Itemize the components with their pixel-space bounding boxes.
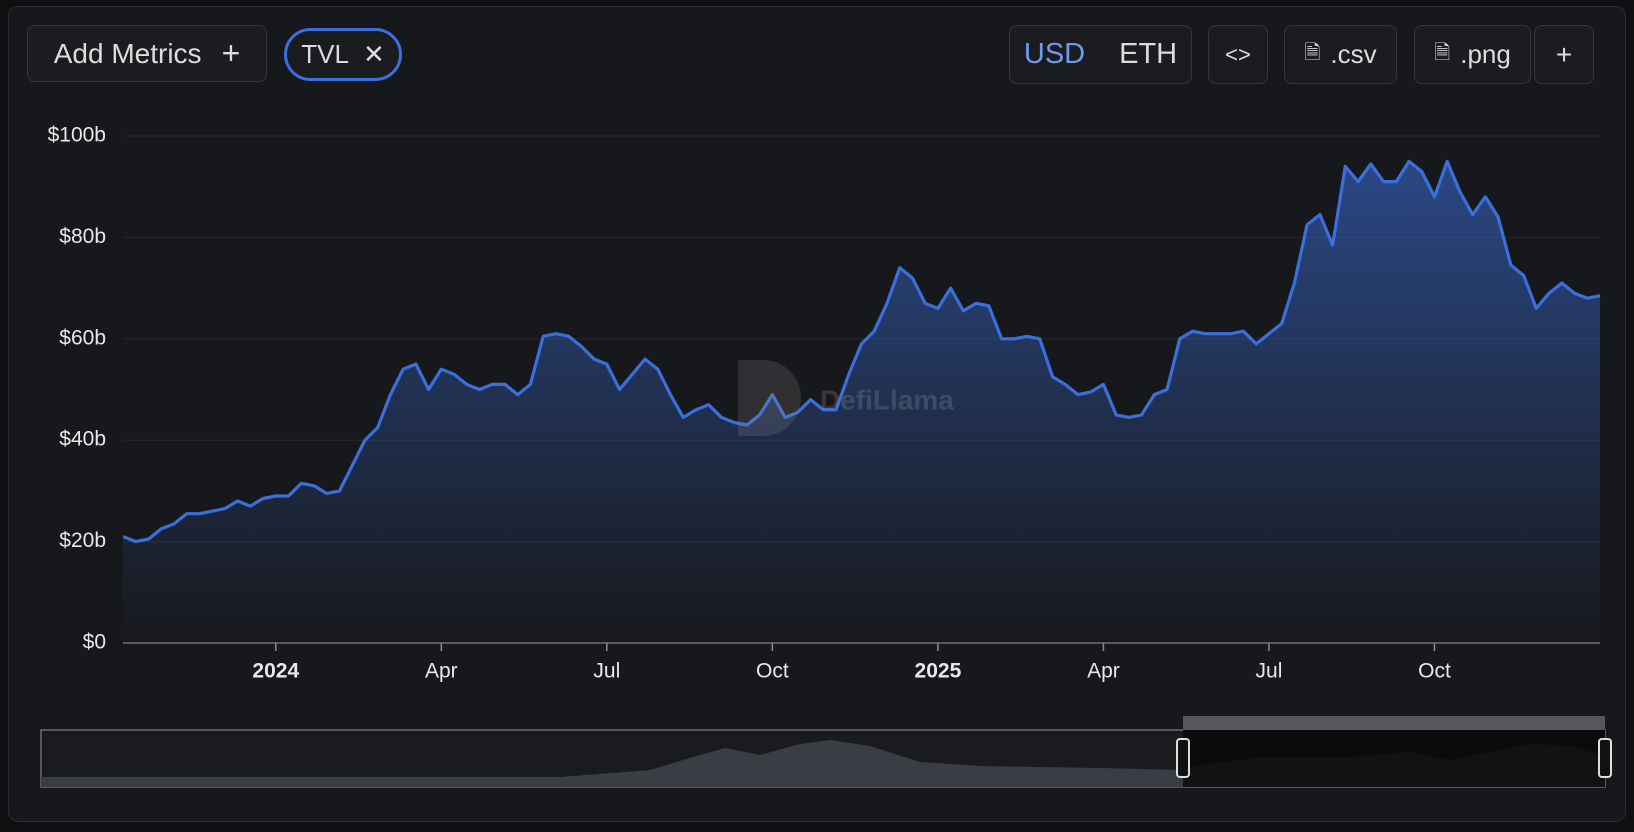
y-tick-label: $20b — [59, 529, 106, 552]
add-metrics-label: Add Metrics — [53, 37, 202, 69]
brush-handle-right[interactable] — [1598, 738, 1612, 778]
csv-button[interactable]: 🗎 .csv — [1284, 25, 1397, 84]
watermark: DefiLlama — [738, 360, 954, 436]
add-metrics-button[interactable]: Add Metrics + — [27, 25, 267, 82]
embed-button[interactable]: <> — [1208, 25, 1268, 84]
more-button[interactable]: + — [1534, 25, 1594, 84]
x-tick-label: 2025 — [915, 660, 962, 683]
plus-icon: + — [221, 35, 241, 71]
y-tick-label: $80b — [59, 225, 106, 248]
watermark-text: DefiLlama — [820, 384, 954, 415]
area — [123, 161, 1600, 643]
currency-eth[interactable]: ETH — [1119, 38, 1178, 70]
y-tick-label: $60b — [59, 326, 106, 349]
currency-toggle: USD ETH — [1009, 25, 1192, 84]
x-tick-label: Jul — [593, 660, 620, 683]
file-icon: 🗎 — [1304, 41, 1321, 64]
x-tick-label: Apr — [425, 660, 458, 683]
brush-handle-left[interactable] — [1176, 738, 1190, 778]
x-tick-label: Jul — [1256, 660, 1283, 683]
file-icon: 🗎 — [1434, 41, 1451, 64]
close-icon: ✕ — [362, 39, 385, 69]
png-label: .png — [1460, 39, 1511, 69]
line — [122, 159, 1601, 544]
x-tick-label: Oct — [1418, 660, 1451, 683]
csv-label: .csv — [1330, 39, 1377, 69]
brush-drag-bar[interactable] — [1183, 716, 1605, 729]
y-tick-label: $40b — [59, 428, 106, 451]
currency-usd[interactable]: USD — [1023, 38, 1086, 70]
brush-selected-area — [1183, 744, 1605, 787]
x-tick-label: 2024 — [252, 660, 299, 683]
brush — [40, 716, 1612, 788]
metric-tag-label: TVL — [301, 39, 349, 69]
watermark-logo — [738, 360, 801, 436]
metric-tag[interactable]: TVL ✕ — [284, 28, 402, 81]
y-tick-label: $100b — [48, 124, 106, 147]
x-tick-label: Oct — [756, 660, 789, 683]
brush-history-area — [41, 740, 1183, 787]
y-tick-label: $0 — [83, 631, 106, 654]
png-button[interactable]: 🗎 .png — [1414, 25, 1531, 84]
x-tick-label: Apr — [1087, 660, 1120, 683]
